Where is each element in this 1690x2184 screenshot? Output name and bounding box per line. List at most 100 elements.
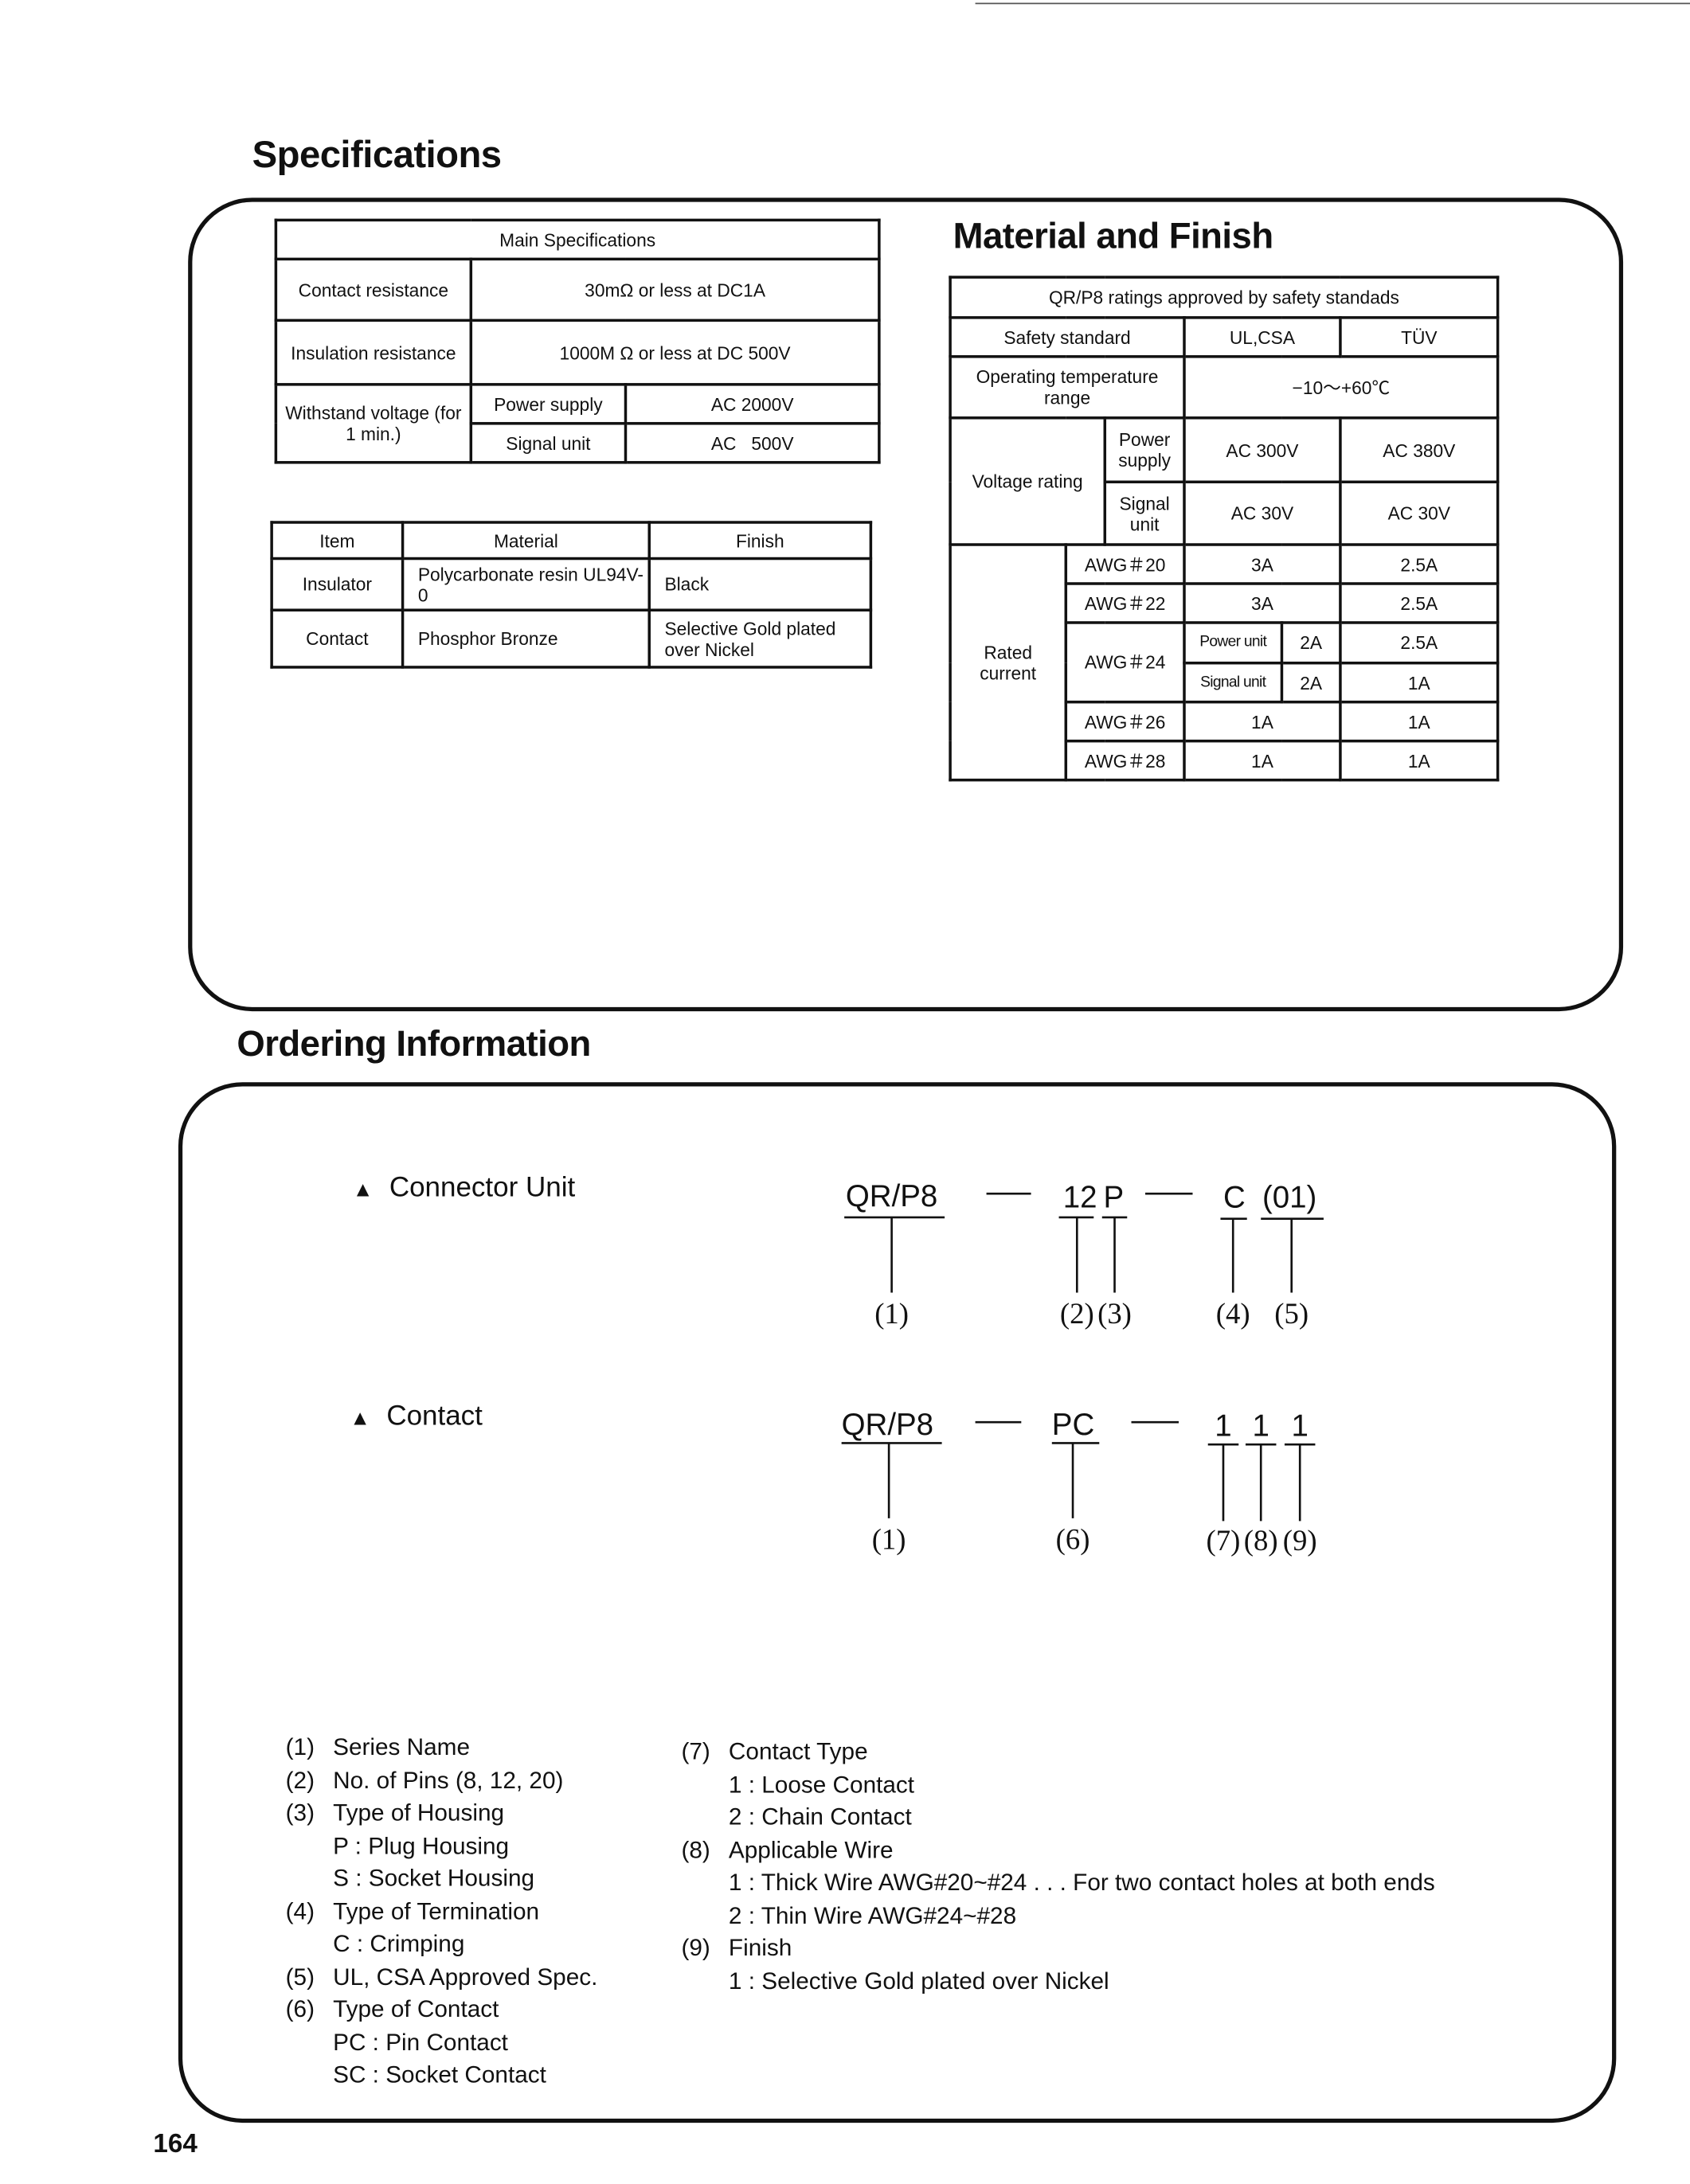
voltage-cell: AC 300V xyxy=(1183,416,1342,484)
legend-text: Contact Type xyxy=(728,1738,868,1765)
specifications-frame xyxy=(188,197,1624,1012)
legend-number xyxy=(681,1768,728,1801)
current-cell: 3A xyxy=(1183,582,1342,624)
contact-resistance-label: Contact resistance xyxy=(274,257,473,322)
power-supply-value: AC 2000V xyxy=(624,383,881,425)
current-cell: 2.5A xyxy=(1339,621,1500,665)
table-row: Insulator Polycarbonate resin UL94V-0 Blac… xyxy=(270,557,873,611)
voltage-cell: AC 380V xyxy=(1339,416,1500,484)
current-cell: 2A xyxy=(1280,621,1342,665)
legend-item: PC : Pin Contact xyxy=(286,2026,598,2059)
triangle-bullet-icon: ▲ xyxy=(350,1406,371,1431)
legend-number xyxy=(286,1830,333,1862)
legend-item: (5) UL, CSA Approved Spec. xyxy=(286,1960,598,1993)
op-temp-value: −10～+60℃ xyxy=(1183,355,1500,420)
legend-text: 2 : Thin Wire AWG#24~#28 xyxy=(728,1901,1017,1929)
callout-label: (3) xyxy=(1097,1297,1132,1330)
power-supply-label: Power supply xyxy=(1103,416,1186,484)
legend-number: (2) xyxy=(285,1767,315,1794)
material-table: Item Material Finish Insulator Polycarbonat… xyxy=(270,521,873,669)
ul-csa-header: UL,CSA xyxy=(1183,316,1342,358)
signal-unit-label: Signal unit xyxy=(1103,480,1186,546)
legend-number: (4) xyxy=(285,1897,315,1924)
finish-cell: Black xyxy=(647,557,873,611)
callout-label: (7) xyxy=(1207,1524,1241,1557)
callout-label: (1) xyxy=(874,1297,909,1330)
callout-label: (9) xyxy=(1283,1524,1317,1557)
legend-item: (2) No. of Pins (8, 12, 20) xyxy=(286,1764,598,1797)
legend-text: Type of Termination xyxy=(333,1897,540,1924)
current-cell: 1A xyxy=(1339,661,1500,704)
awg-label: AWG＃22 xyxy=(1064,582,1186,624)
safety-ratings-table: QR/P8 ratings approved by safety standad… xyxy=(949,275,1500,782)
awg-label: AWG＃28 xyxy=(1064,739,1186,782)
legend-number xyxy=(681,1801,728,1834)
legend-text: Series Name xyxy=(333,1734,471,1761)
awg-label: AWG＃20 xyxy=(1064,543,1186,585)
legend-item: (4) Type of Termination xyxy=(286,1895,598,1928)
callout-label: (6) xyxy=(1056,1522,1090,1555)
code-pins: 12 xyxy=(1063,1181,1097,1215)
legend-item: (1) Series Name xyxy=(286,1732,598,1764)
legend-number xyxy=(286,1928,333,1960)
table-row: Contact Phosphor Bronze Selective Gold pla… xyxy=(270,608,873,669)
withstand-voltage-label: Withstand voltage (for 1 min.) xyxy=(274,383,473,464)
legend-text: 1 : Loose Contact xyxy=(728,1771,915,1798)
triangle-bullet-icon: ▲ xyxy=(352,1178,374,1202)
callout-label: (8) xyxy=(1244,1524,1278,1557)
rated-current-label: Rated current xyxy=(949,543,1068,782)
legend-text: S : Socket Housing xyxy=(333,1865,535,1892)
current-cell: 2A xyxy=(1280,661,1342,704)
signal-unit-label: Signal unit xyxy=(1183,661,1284,704)
voltage-cell: AC 30V xyxy=(1183,480,1342,546)
main-specifications-table: Main Specifications Contact resistance 30… xyxy=(274,218,881,464)
legend-text: Applicable Wire xyxy=(728,1836,894,1863)
legend-item: 1 : Thick Wire AWG#20~#24 . . . For two … xyxy=(681,1866,1435,1899)
material-finish-title: Material and Finish xyxy=(953,214,1274,256)
legend-text: Type of Contact xyxy=(333,1995,499,2023)
legend-text: Type of Housing xyxy=(333,1799,505,1827)
current-cell: 2.5A xyxy=(1339,543,1500,585)
ratings-header: QR/P8 ratings approved by safety standad… xyxy=(949,275,1500,319)
legend-number: (9) xyxy=(681,1934,710,1962)
top-rule xyxy=(975,2,1690,5)
insulation-resistance-value: 1000M Ω or less at DC 500V xyxy=(469,318,881,386)
item-cell: Contact xyxy=(270,608,405,669)
legend-item: SC : Socket Contact xyxy=(286,2059,598,2092)
code-series: QR/P8 xyxy=(842,1408,933,1442)
op-temp-label: Operating temperature range xyxy=(949,355,1186,420)
code-termination: C xyxy=(1223,1181,1246,1215)
legend-item: C : Crimping xyxy=(286,1928,598,1960)
legend-number: (1) xyxy=(285,1734,315,1761)
legend-left: (1) Series Name (2) No. of Pins (8, 12, 20)… xyxy=(286,1732,598,2092)
current-cell: 2.5A xyxy=(1339,582,1500,624)
legend-number: (8) xyxy=(681,1836,710,1863)
header-material: Material xyxy=(401,521,651,561)
legend-number xyxy=(286,2026,333,2059)
legend-number xyxy=(681,1866,728,1899)
page-number: 164 xyxy=(153,2129,198,2159)
signal-unit-label: Signal unit xyxy=(469,422,628,464)
legend-number xyxy=(681,1899,728,1932)
material-cell: Polycarbonate resin UL94V-0 xyxy=(401,557,651,611)
header-finish: Finish xyxy=(647,521,873,561)
code-digit: 1 xyxy=(1291,1409,1308,1444)
current-cell: 3A xyxy=(1183,543,1342,585)
legend-text: No. of Pins (8, 12, 20) xyxy=(333,1767,564,1794)
code-series: QR/P8 xyxy=(846,1179,937,1213)
ordering-title: Ordering Information xyxy=(237,1022,591,1065)
code-contact-type: PC xyxy=(1052,1408,1094,1442)
legend-text: C : Crimping xyxy=(333,1930,465,1957)
legend-item: 1 : Selective Gold plated over Nickel xyxy=(681,1965,1434,1998)
legend-text: 1 : Thick Wire AWG#20~#24 . . . For two … xyxy=(728,1869,1435,1896)
tuv-header: TÜV xyxy=(1339,316,1500,358)
legend-number: (5) xyxy=(285,1963,315,1991)
current-cell: 1A xyxy=(1339,739,1500,782)
legend-text: PC : Pin Contact xyxy=(333,2029,508,2056)
legend-right: (7) Contact Type 1 : Loose Contact 2 : Chai… xyxy=(681,1736,1434,1998)
insulation-resistance-label: Insulation resistance xyxy=(274,318,473,386)
callout-label: (2) xyxy=(1060,1297,1094,1330)
item-cell: Insulator xyxy=(270,557,405,611)
ordering-frame xyxy=(178,1082,1617,2123)
